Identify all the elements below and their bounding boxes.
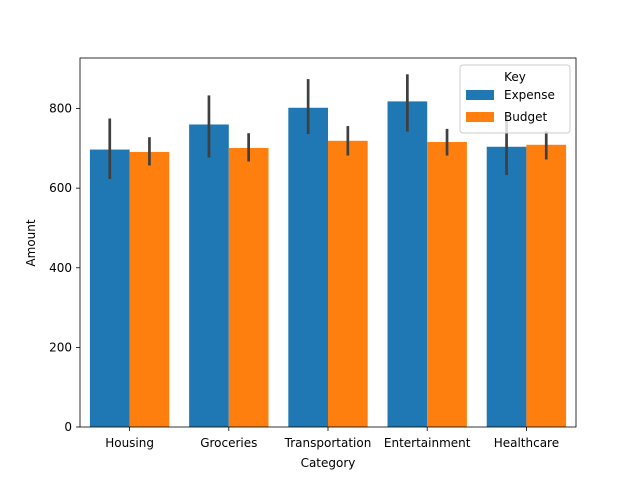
y-axis-label: Amount [24,219,38,266]
bar-budget-entertainment [427,141,467,427]
bar-budget-housing [129,151,170,427]
y-tick-label-800: 800 [49,102,72,116]
y-tick-label-600: 600 [49,181,72,195]
bar-expense-transportation [288,107,328,428]
legend-swatch-budget [466,112,494,122]
x-tick-label-housing: Housing [105,436,154,450]
bars-layer [89,101,567,428]
bar-expense-groceries [189,124,229,427]
y-tick-label-400: 400 [49,261,72,275]
y-tick-label-0: 0 [64,420,72,434]
legend-title: Key [504,70,526,84]
bar-budget-transportation [328,140,368,427]
bar-expense-healthcare [486,146,527,428]
ticks-layer: Housing Groceries Transportation Entertainm… [49,102,559,450]
x-tick-label-healthcare: Healthcare [494,436,559,450]
y-tick-label-200: 200 [49,340,72,354]
bar-budget-healthcare [526,144,567,427]
x-tick-label-transportation: Transportation [284,436,372,450]
x-tick-label-groceries: Groceries [200,436,257,450]
legend-label-expense: Expense [504,88,555,102]
bar-expense-entertainment [387,101,428,427]
legend-swatch-expense [466,90,494,100]
x-axis-label: Category [301,456,356,470]
legend: Key Expense Budget [459,64,571,134]
bar-budget-groceries [228,147,269,427]
bar-expense-housing [89,149,130,427]
legend-label-budget: Budget [504,110,547,124]
x-tick-label-entertainment: Entertainment [384,436,471,450]
